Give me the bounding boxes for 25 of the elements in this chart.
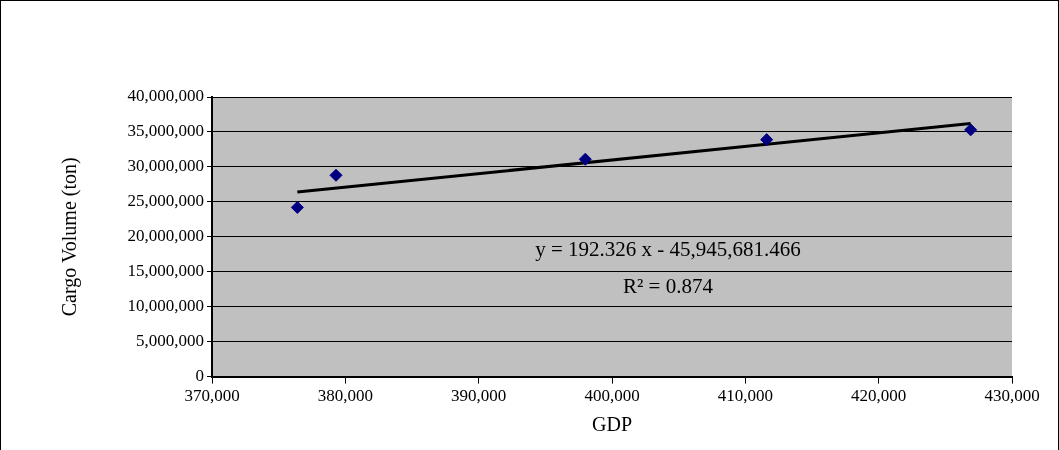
y-tick-label: 10,000,000 [127,296,204,316]
y-tick-label: 20,000,000 [127,226,204,246]
annotation: y = 192.326 x - 45,945,681.466 [535,237,801,262]
point [290,200,304,214]
point [578,152,592,166]
x-tick-label: 380,000 [317,386,373,406]
y-axis-title: Cargo Volume (ton) [58,157,82,317]
y-tick-label: 40,000,000 [127,86,204,106]
x-tick-label: 410,000 [717,386,773,406]
x-tick-label: 420,000 [851,386,907,406]
x-axis-title: GDP [591,413,633,436]
x-tick-label: 390,000 [451,386,507,406]
y-tick-label: 30,000,000 [127,156,204,176]
point [329,168,343,182]
y-tick-label: 35,000,000 [127,121,204,141]
y-tick-label: 25,000,000 [127,191,204,211]
x-tick-label: 400,000 [584,386,640,406]
point [964,123,978,137]
x-tick-label: 430,000 [984,386,1040,406]
y-tick-label: 15,000,000 [127,261,204,281]
y-tick-label: 5,000,000 [136,331,204,351]
point [760,133,774,147]
annotation: R² = 0.874 [623,273,714,298]
y-tick-label: 0 [195,366,204,386]
x-tick-label: 370,000 [184,386,240,406]
